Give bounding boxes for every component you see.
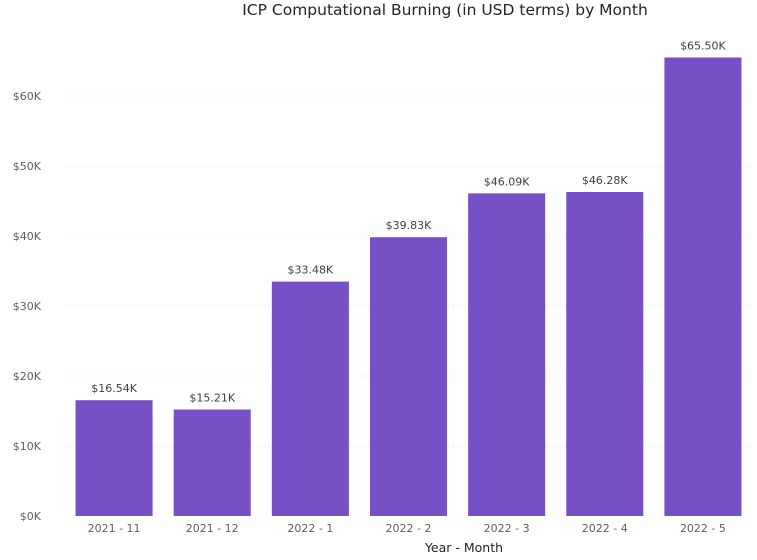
bar-value-label: $46.28K <box>582 174 628 187</box>
y-tick-label: $0K <box>20 510 42 523</box>
x-axis-tick-labels: 2021 - 11 2021 - 12 2022 - 1 2022 - 2 2022 -… <box>88 522 726 535</box>
bar-value-label: $46.09K <box>484 175 530 188</box>
x-tick-label: 2022 - 5 <box>680 522 726 535</box>
bar-value-label: $39.83K <box>386 219 432 232</box>
y-tick-label: $20K <box>13 370 42 383</box>
x-tick-label: 2021 - 11 <box>88 522 141 535</box>
y-tick-label: $50K <box>13 160 42 173</box>
y-tick-label: $60K <box>13 90 42 103</box>
bar <box>173 409 251 516</box>
y-axis-tick-labels: $0K $10K $20K $30K $40K $50K $60K <box>13 90 42 523</box>
bar <box>664 57 742 516</box>
data-labels: $16.54K $15.21K $33.48K $39.83K $46.09K $46.2… <box>91 40 726 405</box>
bar <box>271 281 349 516</box>
y-tick-label: $40K <box>13 230 42 243</box>
bars <box>75 57 742 517</box>
bar-value-label: $33.48K <box>288 264 334 277</box>
bar <box>566 192 644 517</box>
bar-value-label: $15.21K <box>189 392 235 405</box>
x-tick-label: 2022 - 3 <box>484 522 530 535</box>
y-tick-label: $10K <box>13 440 42 453</box>
bar <box>468 193 546 516</box>
bar <box>75 400 153 516</box>
y-tick-label: $30K <box>13 300 42 313</box>
x-tick-label: 2022 - 1 <box>287 522 333 535</box>
x-axis-title: Year - Month <box>424 540 503 555</box>
x-tick-label: 2022 - 4 <box>582 522 628 535</box>
bar-value-label: $65.50K <box>680 40 726 53</box>
x-tick-label: 2021 - 12 <box>186 522 239 535</box>
bar-value-label: $16.54K <box>91 382 137 395</box>
x-tick-label: 2022 - 2 <box>386 522 432 535</box>
bar <box>369 237 448 516</box>
chart-title: ICP Computational Burning (in USD terms)… <box>242 1 648 19</box>
